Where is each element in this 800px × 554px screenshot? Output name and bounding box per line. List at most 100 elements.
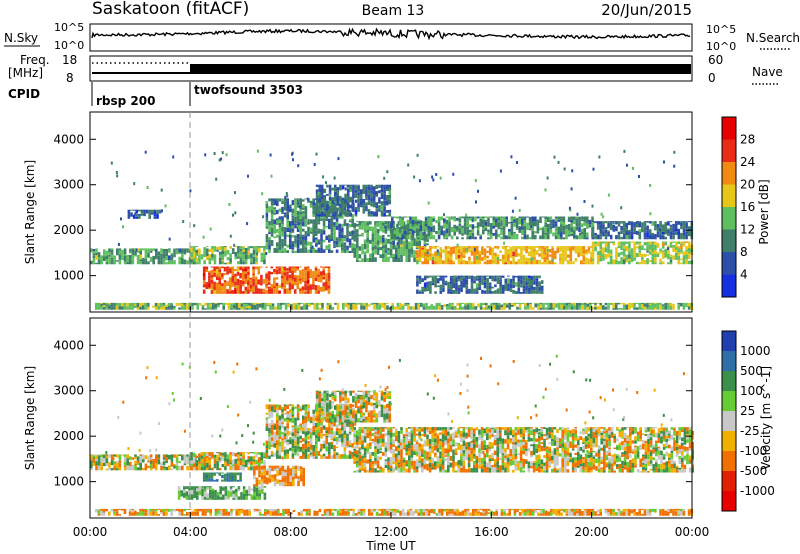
power-cell bbox=[304, 211, 308, 215]
power-cell bbox=[659, 304, 662, 310]
power-cell bbox=[152, 255, 155, 261]
power-cell bbox=[466, 304, 470, 310]
power-cell bbox=[485, 302, 488, 306]
power-cell bbox=[190, 256, 193, 260]
power-cell bbox=[307, 221, 310, 225]
power-cell bbox=[296, 244, 300, 249]
velocity-cell bbox=[149, 461, 153, 464]
velocity-cell bbox=[291, 416, 295, 419]
power-cell bbox=[508, 231, 511, 237]
power-cell bbox=[369, 239, 372, 244]
power-cell bbox=[436, 259, 440, 265]
power-cell bbox=[440, 230, 443, 236]
power-cell bbox=[268, 244, 271, 250]
power-cell bbox=[365, 209, 368, 212]
power-cell bbox=[622, 227, 626, 233]
velocity-cell bbox=[436, 459, 440, 462]
power-cell bbox=[479, 218, 482, 223]
power-cell bbox=[535, 280, 539, 287]
power-cell bbox=[625, 241, 629, 244]
power-cell bbox=[456, 225, 459, 231]
velocity-cell bbox=[170, 468, 174, 471]
power-cell bbox=[522, 280, 526, 284]
power-cell bbox=[430, 304, 433, 308]
power-cell bbox=[299, 234, 302, 236]
power-cell bbox=[622, 302, 626, 305]
freq-tick-bottom: 8 bbox=[66, 71, 74, 85]
velocity-cell bbox=[428, 448, 432, 451]
power-cell bbox=[484, 221, 488, 226]
power-cell bbox=[617, 302, 621, 305]
power-cell bbox=[417, 235, 420, 238]
velocity-cell bbox=[428, 467, 432, 473]
power-cell bbox=[195, 253, 199, 256]
power-cell bbox=[638, 303, 641, 306]
velocity-cell bbox=[361, 435, 364, 441]
velocity-cell bbox=[330, 438, 334, 441]
power-cell bbox=[687, 253, 691, 255]
velocity-cell bbox=[231, 466, 235, 471]
velocity-cell bbox=[296, 404, 300, 406]
power-cell bbox=[443, 218, 446, 223]
velocity-cell bbox=[388, 418, 392, 423]
velocity-cell bbox=[97, 460, 101, 466]
power-cell bbox=[424, 237, 428, 240]
power-cell bbox=[516, 306, 519, 310]
velocity-cell bbox=[320, 446, 323, 449]
power-cell bbox=[656, 253, 660, 257]
velocity-cell bbox=[374, 427, 377, 430]
power-cell bbox=[531, 216, 534, 222]
power-cell bbox=[191, 302, 194, 306]
power-cell bbox=[406, 216, 410, 218]
power-cell bbox=[291, 284, 294, 290]
power-cell bbox=[268, 232, 271, 235]
velocity-cell bbox=[247, 458, 251, 463]
velocity-cell bbox=[103, 458, 106, 463]
velocity-cell bbox=[413, 437, 416, 442]
velocity-cell bbox=[307, 435, 310, 440]
power-cell bbox=[210, 288, 214, 290]
power-cell bbox=[414, 224, 417, 228]
velocity-cell bbox=[250, 452, 253, 454]
power-cell bbox=[594, 306, 597, 310]
velocity-cell bbox=[359, 394, 363, 397]
power-cell bbox=[373, 308, 376, 310]
power-cell bbox=[173, 254, 176, 258]
power-cell bbox=[275, 286, 279, 290]
power-cell bbox=[370, 201, 373, 204]
power-cell bbox=[222, 302, 225, 306]
power-cell bbox=[557, 302, 561, 305]
power-cell bbox=[685, 251, 688, 255]
velocity-cell bbox=[200, 463, 204, 467]
power-cell bbox=[134, 255, 137, 257]
cpid-segment-0: rbsp 200 bbox=[96, 94, 155, 108]
power-point bbox=[436, 249, 439, 253]
power-point bbox=[311, 245, 314, 249]
power-cell bbox=[492, 225, 495, 229]
velocity-cell bbox=[421, 433, 424, 437]
power-cell bbox=[604, 241, 608, 243]
power-cell bbox=[252, 269, 255, 272]
power-cell bbox=[641, 253, 644, 257]
power-cell bbox=[580, 234, 584, 240]
velocity-cell bbox=[170, 454, 174, 459]
power-cell bbox=[265, 283, 268, 286]
power-cell bbox=[505, 304, 509, 308]
power-cell bbox=[252, 278, 255, 282]
power-cell bbox=[518, 303, 522, 308]
power-cell bbox=[346, 211, 350, 217]
power-cell bbox=[338, 244, 341, 248]
velocity-cell bbox=[344, 405, 347, 408]
power-cell bbox=[469, 229, 472, 232]
power-cell bbox=[376, 244, 380, 248]
power-cell bbox=[264, 302, 267, 304]
power-cell bbox=[205, 257, 209, 261]
velocity-cell bbox=[349, 403, 353, 408]
velocity-cell bbox=[384, 464, 388, 468]
power-cell bbox=[335, 221, 339, 226]
velocity-cell bbox=[273, 436, 276, 441]
velocity-cell bbox=[343, 443, 347, 448]
power-cell bbox=[667, 253, 670, 260]
power-cell bbox=[322, 218, 326, 221]
power-cell bbox=[361, 244, 364, 247]
